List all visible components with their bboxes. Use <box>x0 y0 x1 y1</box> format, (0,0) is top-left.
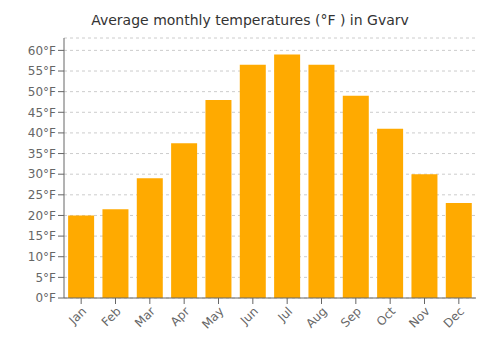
svg-text:Oct: Oct <box>374 304 399 329</box>
svg-text:35°F: 35°F <box>28 147 56 161</box>
svg-text:55°F: 55°F <box>28 64 56 78</box>
svg-text:25°F: 25°F <box>28 188 56 202</box>
svg-text:0°F: 0°F <box>35 291 56 305</box>
svg-text:Mar: Mar <box>132 304 158 330</box>
svg-text:45°F: 45°F <box>28 106 56 120</box>
svg-text:Jul: Jul <box>274 304 295 325</box>
svg-text:30°F: 30°F <box>28 167 56 181</box>
svg-text:Apr: Apr <box>168 304 193 329</box>
svg-text:Feb: Feb <box>99 304 124 329</box>
svg-text:20°F: 20°F <box>28 209 56 223</box>
svg-text:Jan: Jan <box>66 304 90 328</box>
svg-text:40°F: 40°F <box>28 126 56 140</box>
html-text:Average monthly temperatures (: Average monthly temperatures (°F ) in Gv… <box>91 12 409 28</box>
svg-text:Dec: Dec <box>441 304 467 330</box>
svg-text:May: May <box>199 304 226 331</box>
svg-text:Nov: Nov <box>406 304 432 330</box>
svg-text:15°F: 15°F <box>28 229 56 243</box>
svg-text:60°F: 60°F <box>28 44 56 58</box>
svg-text:Sep: Sep <box>338 304 364 330</box>
svg-text:50°F: 50°F <box>28 85 56 99</box>
svg-text:5°F: 5°F <box>35 271 56 285</box>
svg-text:10°F: 10°F <box>28 250 56 264</box>
svg-text:Jun: Jun <box>237 304 261 328</box>
svg-text:Aug: Aug <box>303 304 329 330</box>
